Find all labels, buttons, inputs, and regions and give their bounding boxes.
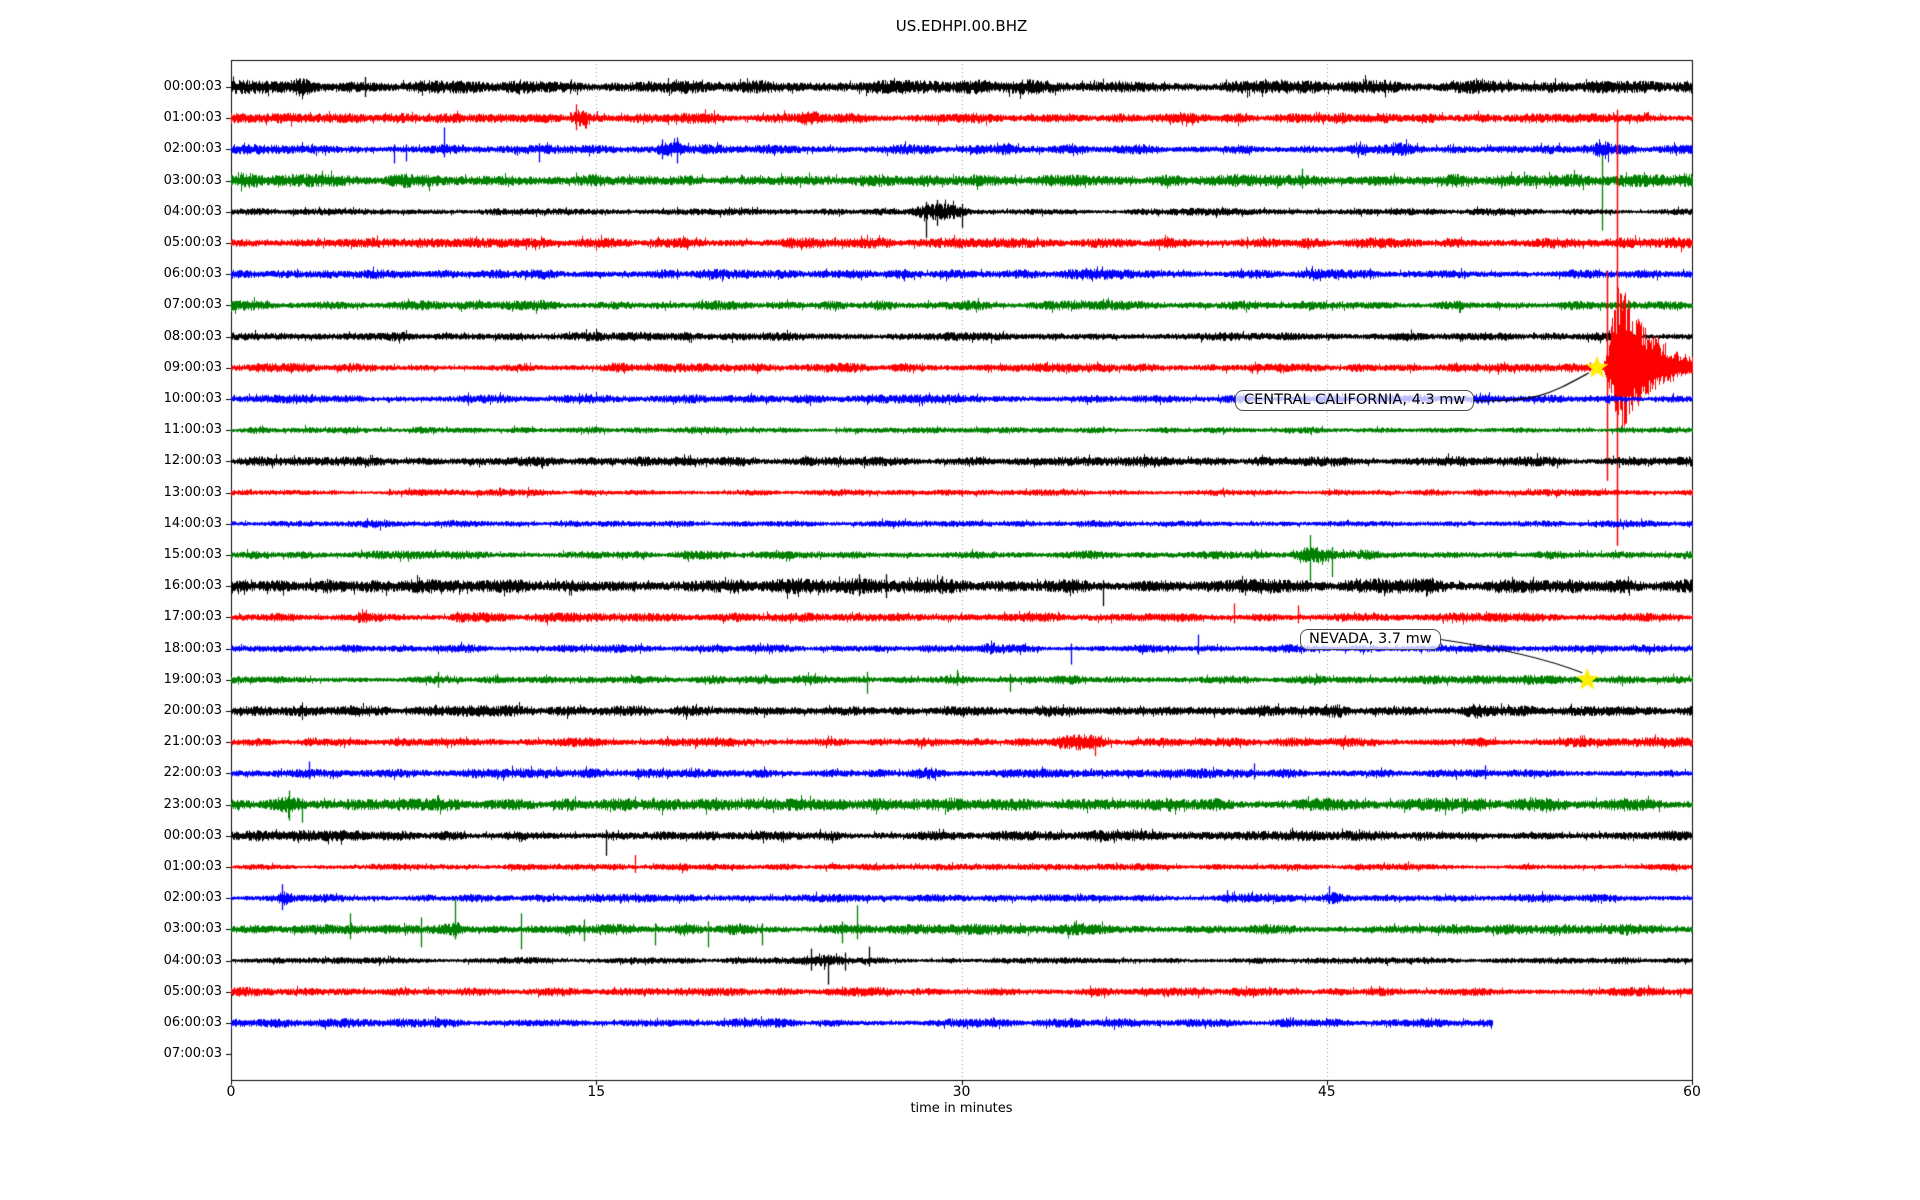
event-annotation-nevada: NEVADA, 3.7 mw xyxy=(1300,629,1441,650)
event-annotation-label: CENTRAL CALIFORNIA, 4.3 mw xyxy=(1244,392,1466,408)
y-tick-label: 04:00:03 xyxy=(163,952,222,968)
y-tick-label: 21:00:03 xyxy=(163,734,222,750)
y-tick-label: 01:00:03 xyxy=(163,859,222,874)
y-tick-label: 05:00:03 xyxy=(163,983,222,999)
x-tick-label: 15 xyxy=(587,1084,606,1100)
x-axis-label: time in minutes xyxy=(910,1101,1013,1116)
event-annotation-central-california: CENTRAL CALIFORNIA, 4.3 mw xyxy=(1235,390,1475,411)
y-tick-label: 02:00:03 xyxy=(163,890,222,906)
y-tick-label: 20:00:03 xyxy=(163,703,222,718)
y-tick-label: 09:00:03 xyxy=(163,359,222,375)
y-tick-label: 19:00:03 xyxy=(163,671,222,687)
x-tick-label: 30 xyxy=(952,1084,971,1100)
y-tick-label: 15:00:03 xyxy=(163,547,222,562)
y-tick-label: 12:00:03 xyxy=(163,453,222,469)
event-annotation-label: NEVADA, 3.7 mw xyxy=(1309,631,1432,647)
y-tick-label: 10:00:03 xyxy=(163,391,222,406)
y-tick-label: 08:00:03 xyxy=(163,328,222,344)
y-tick-label: 22:00:03 xyxy=(163,765,222,781)
y-tick-label: 06:00:03 xyxy=(163,1015,222,1030)
y-tick-label: 00:00:03 xyxy=(163,827,222,843)
y-tick-label: 03:00:03 xyxy=(163,921,222,937)
y-tick-label: 23:00:03 xyxy=(163,796,222,812)
x-tick-label: 0 xyxy=(226,1084,236,1100)
y-tick-label: 06:00:03 xyxy=(163,266,222,282)
y-tick-label: 14:00:03 xyxy=(163,515,222,531)
y-tick-label: 11:00:03 xyxy=(163,422,222,438)
y-tick-label: 05:00:03 xyxy=(163,235,222,250)
y-tick-label: 13:00:03 xyxy=(163,484,222,500)
y-tick-label: 02:00:03 xyxy=(163,141,222,157)
y-tick-label: 16:00:03 xyxy=(163,578,222,594)
y-tick-label: 07:00:03 xyxy=(163,297,222,313)
y-tick-label: 18:00:03 xyxy=(163,640,222,656)
y-tick-label: 03:00:03 xyxy=(163,172,222,188)
y-tick-label: 17:00:03 xyxy=(163,609,222,625)
y-tick-label: 07:00:03 xyxy=(163,1046,222,1062)
x-tick-label: 60 xyxy=(1683,1084,1701,1100)
plot-title: US.EDHPI.00.BHZ xyxy=(895,17,1028,35)
y-tick-label: 04:00:03 xyxy=(163,203,222,219)
x-tick-label: 45 xyxy=(1317,1084,1336,1100)
y-tick-label: 00:00:03 xyxy=(163,79,222,94)
y-tick-label: 01:00:03 xyxy=(163,110,222,126)
